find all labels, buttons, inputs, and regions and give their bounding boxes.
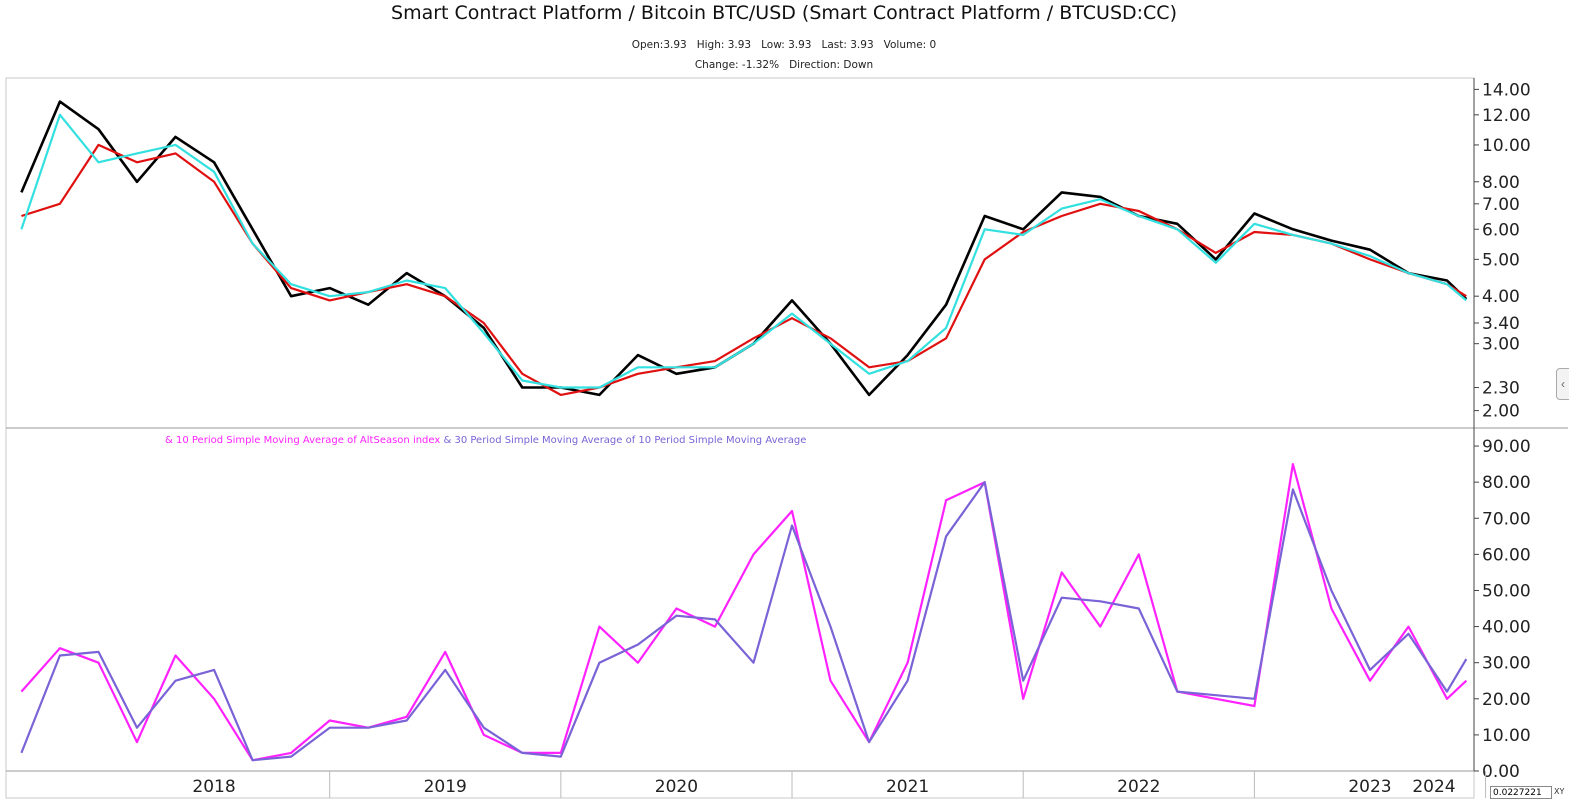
ohlc-info: Open:3.93 High: 3.93 Low: 3.93 Last: 3.9… bbox=[631, 39, 937, 51]
alt-tick-label: 20.00 bbox=[1482, 690, 1531, 710]
alt-tick-label: 60.00 bbox=[1482, 545, 1531, 565]
change-info: Change: -1.32% Direction: Down bbox=[694, 59, 874, 71]
altseason-ma10-line bbox=[20, 463, 1468, 762]
legend-ma10-label: & 10 Period Simple Moving Average of Alt… bbox=[165, 435, 440, 446]
slow-ma-line bbox=[21, 143, 1467, 396]
altseason-panel: 0.00 10.00 20.00 30.00 40.00 50.00 60.00 70.00 8… bbox=[20, 428, 1531, 782]
year-label: 2021 bbox=[886, 777, 929, 797]
alt-tick-label: 30.00 bbox=[1482, 654, 1531, 674]
price-tick-label: 3.40 bbox=[1482, 314, 1520, 334]
price-panel: 14.00 12.00 10.00 8.007.00 6.00 5.00 4.00 3.403… bbox=[20, 78, 1531, 428]
year-label: 2019 bbox=[424, 777, 467, 797]
alt-tick-label: 0.00 bbox=[1482, 762, 1520, 782]
alt-tick-label: 50.00 bbox=[1482, 581, 1531, 601]
price-tick-label: 12.00 bbox=[1482, 106, 1531, 126]
fast-ma-line bbox=[20, 113, 1468, 389]
alt-tick-label: 10.00 bbox=[1482, 726, 1531, 746]
price-tick-label: 5.00 bbox=[1482, 250, 1520, 270]
price-tick-label: 8.00 bbox=[1482, 173, 1520, 193]
chevron-left-icon: ‹ bbox=[1561, 377, 1565, 391]
price-tick-label: 3.00 bbox=[1482, 335, 1520, 355]
price-tick-label: 6.00 bbox=[1482, 220, 1520, 240]
price-tick-label: 14.00 bbox=[1482, 80, 1531, 100]
year-label: 2020 bbox=[655, 777, 698, 797]
alt-tick-label: 70.00 bbox=[1482, 509, 1531, 529]
chart-title: Smart Contract Platform / Bitcoin BTC/US… bbox=[391, 2, 1177, 24]
legend-ma30-label: & 30 Period Simple Moving Average of 10 … bbox=[440, 435, 806, 446]
xy-label: XY bbox=[1554, 787, 1565, 796]
year-label: 2023 bbox=[1348, 777, 1391, 797]
price-tick-label: 2.30 bbox=[1482, 379, 1520, 399]
altseason-ma30-line bbox=[20, 481, 1468, 762]
x-axis: 2018 2019 2020 2021 2022 2023 2024 bbox=[192, 771, 1487, 798]
price-tick-label: 2.00 bbox=[1482, 402, 1520, 422]
alt-tick-label: 90.00 bbox=[1482, 437, 1531, 457]
scale-value-box[interactable]: 0.0227221 bbox=[1490, 786, 1552, 799]
price-tick-label: 10.00 bbox=[1482, 136, 1531, 156]
side-panel-toggle[interactable]: ‹ bbox=[1556, 368, 1569, 400]
year-label: 2018 bbox=[192, 777, 235, 797]
alt-tick-label: 40.00 bbox=[1482, 618, 1531, 638]
price-tick-label: 4.00 bbox=[1482, 287, 1520, 307]
year-label: 2022 bbox=[1117, 777, 1160, 797]
price-tick-label: 7.00 bbox=[1482, 195, 1520, 215]
alt-tick-label: 80.00 bbox=[1482, 473, 1531, 493]
indicator-legend: & 10 Period Simple Moving Average of Alt… bbox=[165, 435, 806, 446]
year-label: 2024 bbox=[1412, 777, 1455, 797]
